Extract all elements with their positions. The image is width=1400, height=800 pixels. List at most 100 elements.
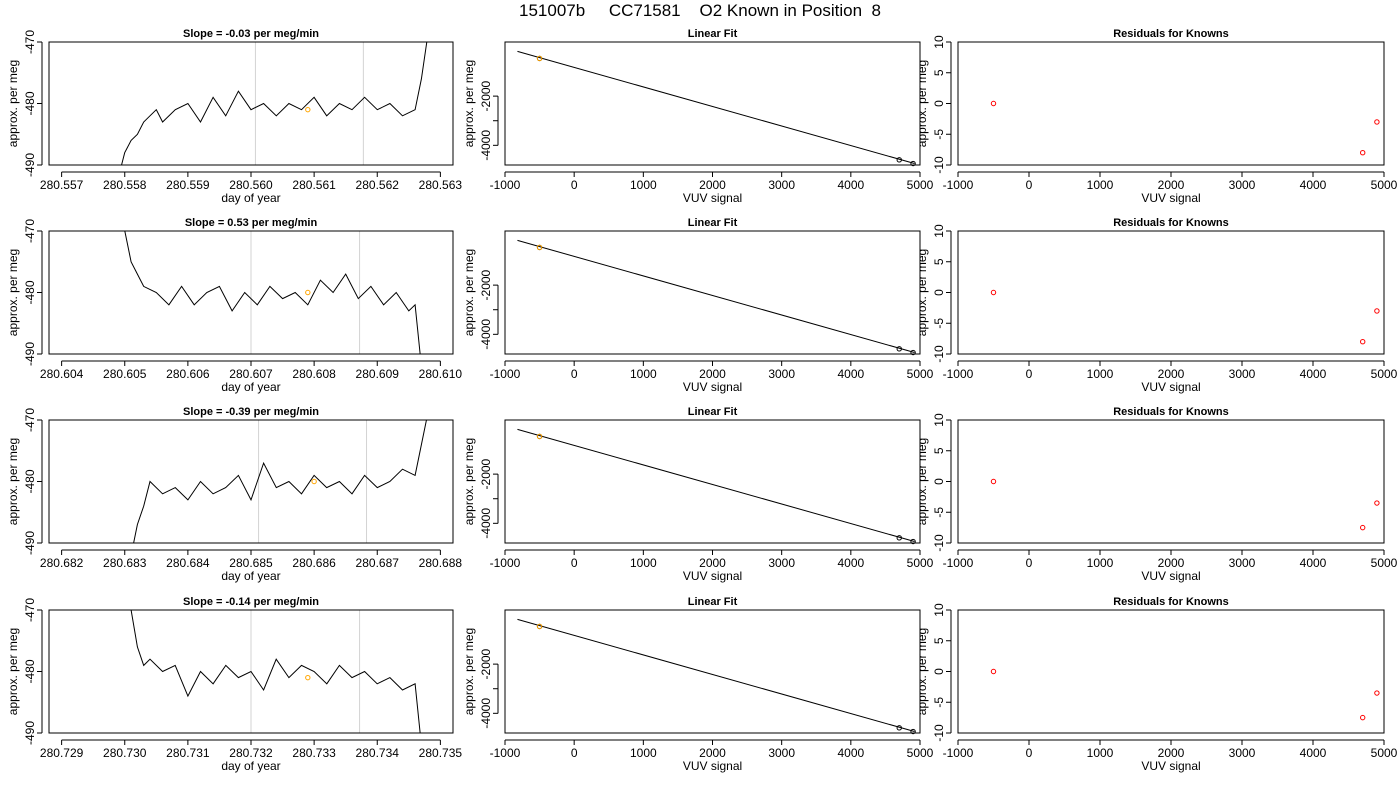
panel-title: Linear Fit bbox=[688, 596, 738, 608]
x-tick-label: 280.608 bbox=[292, 367, 336, 381]
y-axis-label: approx. per meg bbox=[462, 628, 476, 715]
fit-line bbox=[517, 239, 915, 354]
x-tick-label: -1000 bbox=[943, 746, 974, 760]
y-tick-label: -4000 bbox=[479, 508, 493, 539]
residual-point bbox=[1361, 602, 1365, 606]
residual-point bbox=[1360, 339, 1366, 345]
x-tick-label: 1000 bbox=[1087, 556, 1114, 570]
y-tick-label: -480 bbox=[23, 280, 37, 304]
data-point bbox=[896, 725, 902, 731]
panel-title: Linear Fit bbox=[688, 406, 738, 418]
x-tick-label: 4000 bbox=[837, 367, 864, 381]
x-tick-label: 4000 bbox=[1300, 746, 1327, 760]
x-axis-label: VUV signal bbox=[683, 569, 742, 583]
plot-frame bbox=[504, 230, 921, 355]
x-tick-label: 0 bbox=[1026, 367, 1033, 381]
fit-line bbox=[517, 618, 915, 733]
data-point bbox=[910, 538, 916, 545]
x-tick-label: 0 bbox=[571, 556, 578, 570]
y-axis-label: approx. per meg bbox=[915, 628, 929, 715]
x-tick-label: 4000 bbox=[837, 556, 864, 570]
y-tick-label: -470 bbox=[23, 598, 37, 622]
panel-title: Residuals for Knowns bbox=[1113, 406, 1229, 418]
fit-line bbox=[517, 428, 915, 543]
x-tick-label: 3000 bbox=[1229, 556, 1256, 570]
plot-frame bbox=[48, 41, 454, 166]
series-line bbox=[130, 610, 421, 733]
y-tick-label: -5 bbox=[932, 507, 946, 518]
x-tick-label: 280.687 bbox=[356, 556, 400, 570]
plot-frame bbox=[504, 609, 921, 734]
highlight-point bbox=[536, 623, 543, 630]
x-tick-label: 3000 bbox=[1229, 178, 1256, 192]
y-tick-label: -490 bbox=[23, 531, 37, 555]
x-tick-label: 3000 bbox=[1229, 367, 1256, 381]
residual-point bbox=[990, 478, 997, 485]
y-tick-label: -490 bbox=[23, 153, 37, 177]
y-tick-label: -470 bbox=[23, 408, 37, 432]
x-axis-label: VUV signal bbox=[1141, 759, 1200, 773]
residual-point bbox=[1374, 690, 1380, 696]
x-tick-label: 0 bbox=[1026, 556, 1033, 570]
x-tick-label: 280.729 bbox=[40, 746, 84, 760]
plot-frame bbox=[48, 609, 454, 734]
panel-title: Residuals for Knowns bbox=[1113, 596, 1229, 608]
y-tick-label: -480 bbox=[23, 469, 37, 493]
x-tick-label: -1000 bbox=[943, 556, 974, 570]
x-axis-label: day of year bbox=[221, 759, 280, 773]
x-axis-label: day of year bbox=[221, 380, 280, 394]
plot-frame bbox=[504, 41, 921, 166]
residual-point bbox=[1360, 150, 1366, 156]
highlight-point bbox=[536, 244, 543, 251]
y-axis-label: approx. per meg bbox=[915, 60, 929, 147]
panel-title: Residuals for Knowns bbox=[1113, 28, 1229, 40]
y-tick-label: -2000 bbox=[479, 648, 493, 679]
x-tick-label: 280.606 bbox=[166, 367, 210, 381]
y-tick-label: -4000 bbox=[479, 698, 493, 729]
panel-time-series-row-3: Slope = -0.39 per meg/min 280.682 280.683 2… bbox=[6, 406, 462, 583]
x-tick-label: -1000 bbox=[943, 367, 974, 381]
x-axis-label: VUV signal bbox=[1141, 569, 1200, 583]
x-tick-label: -1000 bbox=[490, 746, 521, 760]
y-axis-label: approx. per meg bbox=[6, 628, 20, 715]
x-tick-label: 280.734 bbox=[356, 746, 400, 760]
x-tick-label: 5000 bbox=[1371, 178, 1398, 192]
x-tick-label: 280.561 bbox=[292, 178, 336, 192]
y-tick-label: -490 bbox=[23, 342, 37, 366]
panel-residuals-row-2: Residuals for Knowns -1000 0 1000 2000 3000 40… bbox=[915, 217, 1398, 394]
panel-time-series-row-4: Slope = -0.14 per meg/min 280.729 280.730 2… bbox=[6, 596, 462, 773]
x-tick-label: 2000 bbox=[1158, 556, 1185, 570]
x-tick-label: 280.684 bbox=[166, 556, 210, 570]
x-tick-label: -1000 bbox=[490, 556, 521, 570]
plot-frame bbox=[957, 230, 1385, 355]
x-tick-label: 4000 bbox=[1300, 178, 1327, 192]
x-axis-label: day of year bbox=[221, 191, 280, 205]
x-tick-label: 280.607 bbox=[229, 367, 273, 381]
panel-title: Residuals for Knowns bbox=[1113, 217, 1229, 229]
y-axis-label: approx. per meg bbox=[462, 60, 476, 147]
y-tick-label: -4000 bbox=[479, 130, 493, 161]
y-tick-label: 5 bbox=[932, 637, 946, 644]
x-tick-label: 5000 bbox=[1371, 556, 1398, 570]
y-tick-label: -480 bbox=[23, 91, 37, 115]
y-tick-label: 0 bbox=[932, 668, 946, 675]
x-tick-label: 0 bbox=[571, 746, 578, 760]
x-tick-label: 3000 bbox=[768, 746, 795, 760]
series-line bbox=[121, 42, 428, 165]
panel-title: Slope = -0.14 per meg/min bbox=[183, 596, 319, 608]
x-tick-label: 280.558 bbox=[103, 178, 147, 192]
panel-title: Slope = -0.39 per meg/min bbox=[183, 406, 319, 418]
x-tick-label: 1000 bbox=[630, 556, 657, 570]
x-tick-label: 5000 bbox=[907, 746, 934, 760]
x-tick-label: 4000 bbox=[837, 178, 864, 192]
x-tick-label: 2000 bbox=[699, 746, 726, 760]
data-point bbox=[896, 346, 902, 352]
x-tick-label: 280.563 bbox=[419, 178, 463, 192]
x-tick-label: 4000 bbox=[1300, 367, 1327, 381]
x-tick-label: 280.735 bbox=[419, 746, 463, 760]
x-tick-label: 280.604 bbox=[40, 367, 84, 381]
x-tick-label: 3000 bbox=[768, 556, 795, 570]
y-tick-label: 0 bbox=[932, 478, 946, 485]
y-tick-label: -5 bbox=[932, 129, 946, 140]
